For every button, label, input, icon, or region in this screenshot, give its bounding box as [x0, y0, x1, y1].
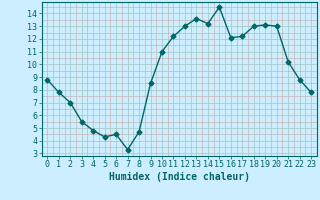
- X-axis label: Humidex (Indice chaleur): Humidex (Indice chaleur): [109, 172, 250, 182]
